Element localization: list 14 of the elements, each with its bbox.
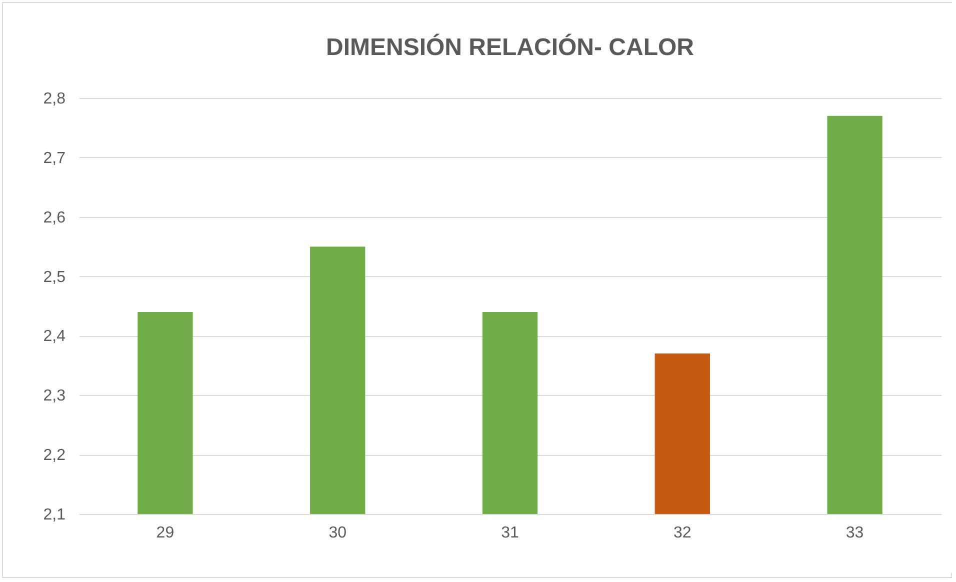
chart-title: DIMENSIÓN RELACIÓN- CALOR xyxy=(326,33,694,61)
y-tick-label: 2,2 xyxy=(43,447,66,464)
y-tick-label: 2,4 xyxy=(43,328,66,346)
y-tick-label: 2,5 xyxy=(43,268,66,286)
y-tick-label: 2,8 xyxy=(43,90,66,108)
y-tick-label: 2,7 xyxy=(43,150,66,167)
x-tick-label: 32 xyxy=(674,524,692,542)
x-tick-label: 31 xyxy=(501,524,519,542)
x-tick-label: 33 xyxy=(846,524,864,542)
x-tick-label: 30 xyxy=(328,524,347,542)
y-tick-label: 2,3 xyxy=(43,388,66,405)
y-tick-label: 2,1 xyxy=(43,506,66,524)
x-tick-label: 29 xyxy=(156,524,174,542)
y-tick-label: 2,6 xyxy=(43,209,66,226)
